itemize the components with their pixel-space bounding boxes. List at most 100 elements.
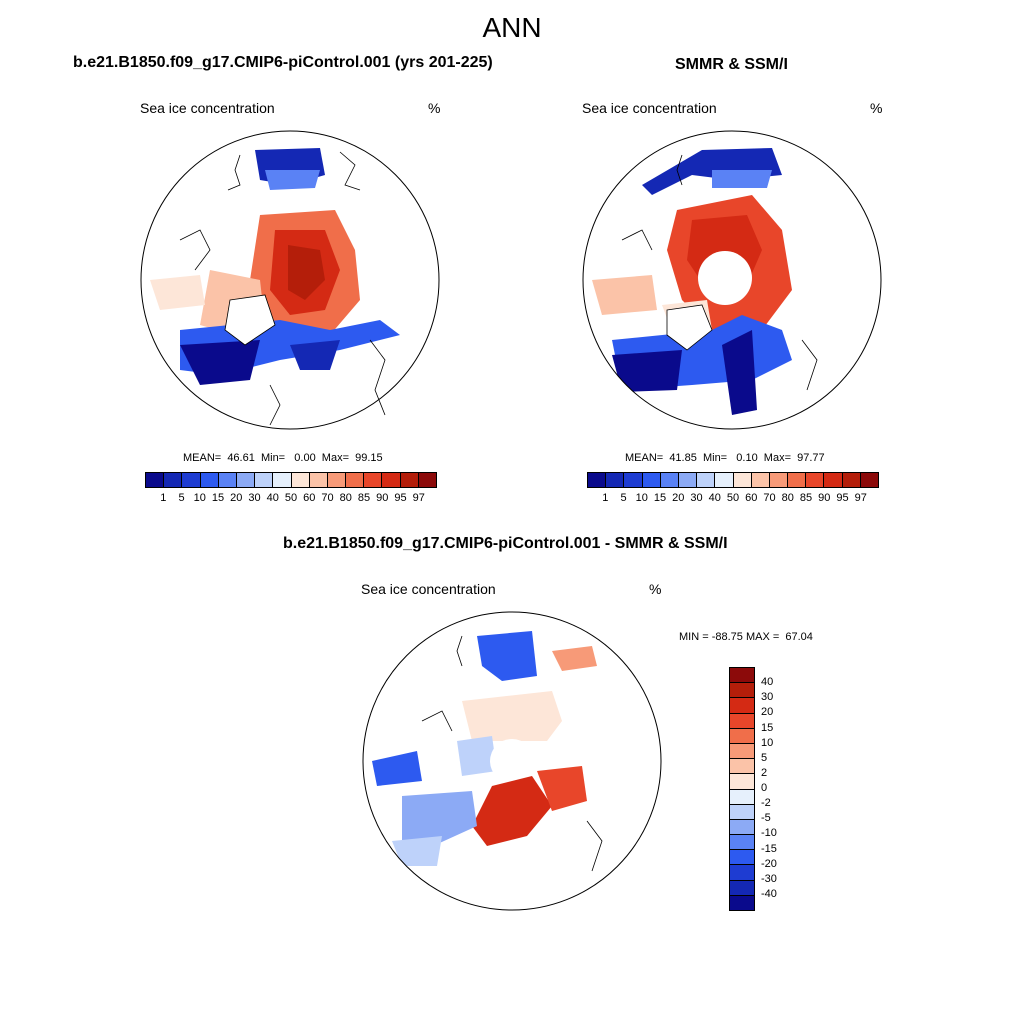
colorbar-swatch bbox=[769, 473, 789, 487]
colorbar-tick-label: 40 bbox=[708, 492, 721, 504]
panel-1-title: b.e21.B1850.f09_g17.CMIP6-piControl.001 … bbox=[73, 54, 493, 71]
colorbar-tick-label: -10 bbox=[761, 827, 777, 840]
colorbar-swatch bbox=[842, 473, 861, 487]
colorbar-swatch bbox=[218, 473, 237, 487]
panel-3-variable-label: Sea ice concentration bbox=[361, 581, 496, 597]
colorbar-swatch bbox=[788, 473, 807, 487]
colorbar-swatch bbox=[327, 473, 347, 487]
colorbar-tick-label: 40 bbox=[266, 492, 279, 504]
colorbar-tick-label: 15 bbox=[653, 492, 667, 504]
colorbar-swatch bbox=[730, 759, 754, 775]
panel-2-stats: MEAN= 41.85 Min= 0.10 Max= 97.77 bbox=[625, 452, 825, 464]
panel-2-title: SMMR & SSM/I bbox=[675, 56, 788, 73]
colorbar-swatch bbox=[860, 473, 878, 487]
colorbar-tick-label: 97 bbox=[854, 492, 867, 504]
colorbar-tick-label: 85 bbox=[799, 492, 813, 504]
colorbar-swatch bbox=[400, 473, 419, 487]
colorbar-tick-label: 20 bbox=[672, 492, 685, 504]
panel-2-polar-map bbox=[582, 130, 882, 430]
colorbar-swatch bbox=[730, 713, 754, 729]
panel-1-polar-map bbox=[140, 130, 440, 430]
colorbar-swatch bbox=[346, 473, 365, 487]
colorbar-swatch bbox=[730, 683, 754, 699]
colorbar-tick-label: 30 bbox=[761, 691, 774, 704]
colorbar-swatch bbox=[678, 473, 698, 487]
colorbar-swatch bbox=[642, 473, 661, 487]
colorbar-tick-label: 10 bbox=[761, 736, 774, 749]
colorbar-tick-label: 15 bbox=[761, 721, 774, 734]
colorbar-swatch bbox=[182, 473, 201, 487]
main-title: ANN bbox=[482, 12, 542, 43]
colorbar-swatch bbox=[730, 789, 754, 805]
colorbar-tick-label: 90 bbox=[376, 492, 389, 504]
colorbar-tick-label: 10 bbox=[635, 492, 648, 504]
colorbar-tick-label: 80 bbox=[339, 492, 352, 504]
panel-1-stats: MEAN= 46.61 Min= 0.00 Max= 99.15 bbox=[183, 452, 383, 464]
colorbar-swatch bbox=[730, 850, 754, 866]
colorbar-tick-label: 2 bbox=[761, 766, 768, 779]
colorbar-swatch bbox=[588, 473, 607, 487]
colorbar-swatch bbox=[730, 835, 754, 851]
colorbar-tick-label: 50 bbox=[726, 492, 740, 504]
colorbar-tick-label: 60 bbox=[745, 492, 758, 504]
colorbar-tick-label: 20 bbox=[761, 706, 774, 719]
colorbar-tick-label: 10 bbox=[193, 492, 206, 504]
panel-2-variable-label: Sea ice concentration bbox=[582, 100, 717, 116]
panel-1-variable-label: Sea ice concentration bbox=[140, 100, 275, 116]
colorbar-tick-label: -5 bbox=[761, 812, 771, 825]
colorbar-tick-label: 70 bbox=[321, 492, 334, 504]
colorbar-swatch bbox=[624, 473, 643, 487]
colorbar-swatch bbox=[606, 473, 625, 487]
colorbar-swatch bbox=[730, 774, 754, 790]
colorbar-tick-label: 50 bbox=[284, 492, 298, 504]
colorbar-swatch bbox=[273, 473, 292, 487]
colorbar-swatch bbox=[730, 698, 754, 714]
colorbar-tick-label: 95 bbox=[836, 492, 849, 504]
colorbar-swatch bbox=[364, 473, 383, 487]
panel-3-unit: % bbox=[649, 581, 662, 597]
colorbar-tick-label: 5 bbox=[761, 751, 768, 764]
colorbar-swatch bbox=[730, 728, 754, 744]
colorbar-tick-label: 85 bbox=[357, 492, 371, 504]
colorbar-tick-label: 5 bbox=[178, 492, 185, 504]
colorbar-swatch bbox=[751, 473, 770, 487]
colorbar-tick-label: 1 bbox=[160, 492, 167, 504]
colorbar-swatch bbox=[660, 473, 679, 487]
colorbar-tick-label: -40 bbox=[761, 887, 777, 900]
colorbar-tick-label: -2 bbox=[761, 797, 771, 810]
colorbar-swatch bbox=[255, 473, 274, 487]
colorbar-swatch bbox=[697, 473, 716, 487]
pole-hole bbox=[698, 251, 752, 305]
colorbar-swatch bbox=[730, 895, 754, 910]
colorbar-swatch bbox=[730, 880, 754, 896]
panel-2-colorbar: 1 5 10 15 20 30 40 50 60 70 80 85 90 95 97 bbox=[587, 472, 879, 504]
colorbar-swatch bbox=[418, 473, 436, 487]
colorbar-swatch bbox=[236, 473, 256, 487]
colorbar-swatch bbox=[733, 473, 752, 487]
colorbar-swatch bbox=[382, 473, 401, 487]
colorbar-tick-label: 30 bbox=[248, 492, 261, 504]
colorbar-tick-label: 40 bbox=[761, 676, 774, 689]
colorbar-swatch bbox=[806, 473, 825, 487]
panel-3-colorbar: 40 30 20 15 10 5 2 0 -2 -5 -10 -15 -20 -30 -40 bbox=[729, 667, 777, 911]
colorbar-tick-label: 95 bbox=[394, 492, 407, 504]
panel-2-unit: % bbox=[870, 100, 883, 116]
colorbar-tick-label: 30 bbox=[690, 492, 703, 504]
colorbar-swatch bbox=[730, 865, 754, 881]
colorbar-swatch bbox=[146, 473, 165, 487]
colorbar-tick-label: 80 bbox=[781, 492, 794, 504]
colorbar-swatch bbox=[164, 473, 183, 487]
colorbar-tick-label: -30 bbox=[761, 872, 777, 885]
colorbar-tick-label: -20 bbox=[761, 857, 777, 870]
colorbar-swatch bbox=[309, 473, 328, 487]
colorbar-tick-label: 90 bbox=[818, 492, 831, 504]
colorbar-swatch bbox=[200, 473, 219, 487]
colorbar-tick-label: 97 bbox=[412, 492, 425, 504]
colorbar-swatch bbox=[730, 819, 754, 836]
colorbar-swatch bbox=[715, 473, 734, 487]
panel-3-stats: MIN = -88.75 MAX = 67.04 bbox=[679, 631, 813, 643]
colorbar-tick-label: 20 bbox=[230, 492, 243, 504]
panel-3-polar-map bbox=[362, 611, 662, 911]
panel-1-unit: % bbox=[428, 100, 441, 116]
colorbar-tick-label: 0 bbox=[761, 782, 768, 794]
